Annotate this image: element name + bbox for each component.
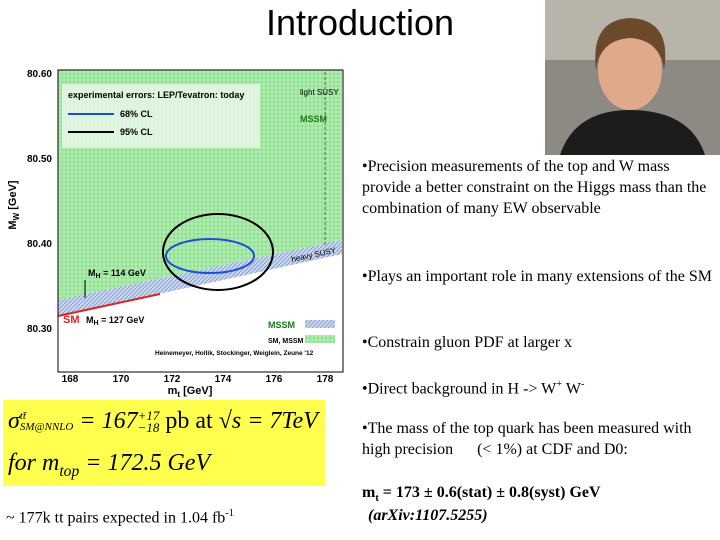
t: tt̄ bbox=[19, 410, 26, 423]
t: [GeV] bbox=[180, 385, 213, 397]
t: + bbox=[556, 379, 563, 390]
t: m bbox=[362, 484, 376, 501]
y-tick-label: 80.30 bbox=[27, 324, 52, 335]
t: -1 bbox=[225, 508, 234, 519]
bullet-ref: (arXiv:1107.5255) bbox=[368, 507, 488, 524]
x-tick-label: 172 bbox=[164, 374, 181, 385]
blue-band bbox=[58, 240, 342, 316]
legend-title: experimental errors: LEP/Tevatron: today bbox=[68, 90, 244, 100]
ellipse-95 bbox=[162, 213, 274, 291]
y-tick-label: 80.50 bbox=[27, 154, 52, 165]
x-tick-label: 170 bbox=[113, 374, 130, 385]
plot-label: MH = 114 GeV bbox=[88, 268, 146, 280]
y-tick-label: 80.40 bbox=[27, 239, 52, 250]
t: = 173 ± 0.6(stat) ± 0.8(syst) GeV bbox=[378, 484, 601, 501]
x-tick-label: 176 bbox=[266, 374, 283, 385]
t: [GeV] bbox=[7, 180, 19, 213]
t: −18 bbox=[137, 420, 160, 436]
bullet: •Precision measurements of the top and W… bbox=[362, 158, 707, 217]
bullet-result: mt = 173 ± 0.6(stat) ± 0.8(syst) GeV bbox=[362, 482, 712, 509]
bullet: •Constrain gluon PDF at larger x bbox=[362, 334, 573, 351]
t: for m bbox=[8, 450, 60, 476]
plot-label: MH = 127 GeV bbox=[86, 315, 144, 327]
t: •Direct background in H -> W bbox=[362, 380, 557, 398]
bullet: •Plays an important role in many extensi… bbox=[362, 268, 712, 285]
plot-label: SM bbox=[63, 314, 80, 326]
formula-box bbox=[3, 400, 325, 486]
t: ~ 177k tt pairs expected in 1.04 fb bbox=[6, 509, 226, 527]
formula-line: for mtop = 172.5 GeV bbox=[8, 450, 210, 481]
plot-credits: Heinemeyer, Hollik, Stockinger, Weiglein… bbox=[155, 350, 314, 357]
x-tick-label: 178 bbox=[317, 374, 334, 385]
plot-label: SM, MSSM bbox=[268, 338, 304, 345]
t: M bbox=[7, 220, 19, 229]
t: m bbox=[168, 385, 178, 397]
formula-line: σ tt̄ SM@NNLO = 167 +17 −18 pb at √s = 7TeV bbox=[8, 408, 318, 435]
t: +17 bbox=[137, 408, 160, 424]
pairs-note: ~ 177k tt pairs expected in 1.04 fb-1 bbox=[6, 508, 234, 527]
photo-face bbox=[598, 30, 662, 110]
x-axis-label: mt [GeV] bbox=[168, 385, 213, 399]
y-tick-label: 80.60 bbox=[27, 69, 52, 80]
plot-frame bbox=[57, 69, 344, 373]
legend-label: 68% CL bbox=[120, 109, 153, 119]
bullet: •Direct background in H -> W+ W- bbox=[362, 374, 712, 399]
x-tick-label: 168 bbox=[62, 374, 79, 385]
sm-line bbox=[57, 293, 161, 317]
photo bbox=[545, 0, 720, 155]
t: √s = 7TeV bbox=[218, 408, 318, 434]
t: = 114 GeV bbox=[101, 268, 146, 278]
t: SM@NNLO bbox=[19, 421, 74, 434]
plot-label: light SUSY bbox=[300, 88, 339, 97]
y-axis-label: MW [GeV] bbox=[7, 180, 21, 229]
x-tick-label: 174 bbox=[215, 374, 232, 385]
legend-box bbox=[62, 84, 260, 148]
bullet: •The mass of the top quark has been meas… bbox=[362, 420, 696, 458]
plot-label: MSSM bbox=[268, 320, 295, 330]
t: M bbox=[86, 315, 94, 325]
key-swatch bbox=[305, 335, 335, 343]
t: pb at bbox=[159, 408, 219, 434]
t: H bbox=[94, 320, 99, 327]
photo-shirt bbox=[560, 110, 705, 155]
legend-label: 95% CL bbox=[120, 127, 153, 137]
t: H bbox=[96, 273, 101, 280]
t: = 167 bbox=[73, 408, 138, 434]
key-swatch bbox=[305, 320, 335, 328]
t: = 127 GeV bbox=[99, 315, 145, 325]
t: - bbox=[580, 379, 585, 390]
t: M bbox=[88, 268, 96, 278]
t: t bbox=[177, 390, 180, 399]
ellipse-68 bbox=[165, 238, 255, 274]
plot-label: MSSM bbox=[300, 114, 327, 124]
t: σ bbox=[8, 408, 20, 434]
slide-title: Introduction bbox=[265, 2, 455, 43]
t: W bbox=[562, 380, 581, 398]
photo-hair bbox=[595, 18, 666, 70]
t: = 172.5 GeV bbox=[79, 450, 211, 476]
t: t bbox=[375, 493, 379, 505]
t: top bbox=[59, 462, 80, 480]
t: W bbox=[12, 212, 21, 220]
